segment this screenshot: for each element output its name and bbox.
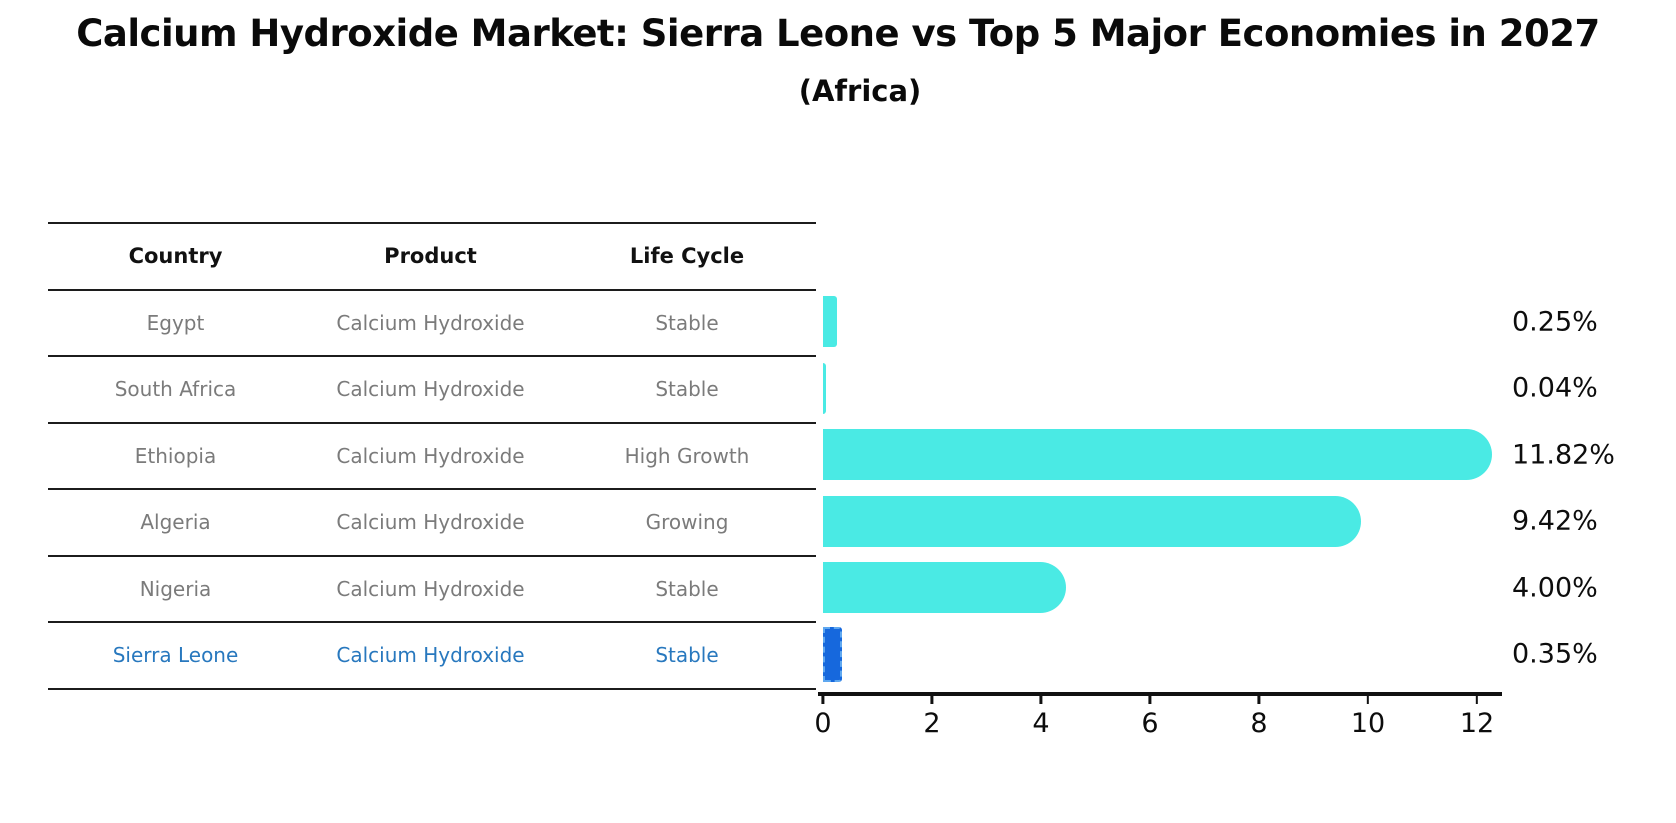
cell-product: Calcium Hydroxide	[336, 310, 525, 335]
column-header-country: Country	[128, 244, 223, 269]
table-row: South Africa Calcium Hydroxide Stable	[48, 356, 816, 423]
table-row-sierra-leone: Sierra Leone Calcium Hydroxide Stable	[48, 622, 816, 689]
bar-row-algeria	[823, 495, 1362, 547]
tick-mark	[930, 695, 934, 704]
bar-row-sierra-leone	[823, 626, 843, 682]
table-row: Ethiopia Calcium Hydroxide High Growth	[48, 422, 816, 490]
tick-mark	[1475, 695, 1479, 704]
tick-label: 10	[1350, 708, 1386, 739]
table-row: Egypt Calcium Hydroxide Stable	[48, 289, 816, 357]
cell-life-cycle: Stable	[655, 576, 719, 601]
cell-life-cycle: High Growth	[624, 443, 750, 468]
tick-mark	[1039, 695, 1043, 704]
cell-product: Calcium Hydroxide	[336, 576, 525, 601]
bar-row-egypt	[823, 296, 837, 348]
cell-product: Calcium Hydroxide	[336, 510, 525, 535]
bar-ethiopia	[823, 429, 1493, 481]
x-axis-tick: 2	[923, 695, 941, 739]
x-axis-tick: 8	[1250, 695, 1268, 739]
table-header-row: Country Product Life Cycle	[48, 223, 816, 290]
value-label: 0.25%	[1512, 306, 1598, 338]
value-label: 0.04%	[1512, 372, 1598, 404]
tick-label: 2	[923, 708, 941, 739]
x-axis-tick: 4	[1032, 695, 1050, 739]
tick-label: 0	[814, 708, 832, 739]
cell-country: Egypt	[146, 310, 205, 335]
cell-life-cycle: Growing	[645, 510, 729, 535]
x-axis-tick: 12	[1460, 695, 1494, 739]
x-axis-tick: 10	[1351, 695, 1385, 739]
chart-title: Calcium Hydroxide Market: Sierra Leone v…	[76, 12, 1600, 55]
value-label: 0.35%	[1512, 638, 1598, 670]
x-axis-tick: 6	[1141, 695, 1159, 739]
cell-life-cycle: Stable	[655, 310, 719, 335]
column-header-life-cycle: Life Cycle	[629, 244, 745, 269]
cell-country: Sierra Leone	[112, 643, 239, 668]
bar-algeria	[823, 495, 1362, 547]
cell-product: Calcium Hydroxide	[336, 643, 525, 668]
cell-product: Calcium Hydroxide	[336, 377, 525, 402]
bar-row-south-africa	[823, 362, 826, 414]
cell-life-cycle: Stable	[655, 377, 719, 402]
x-axis-spine	[818, 692, 1502, 696]
tick-label: 12	[1459, 708, 1495, 739]
value-label: 9.42%	[1512, 505, 1598, 537]
comparison-table: Country Product Life Cycle Egypt Calcium…	[48, 222, 816, 690]
tick-mark	[1257, 695, 1261, 704]
cell-country: Ethiopia	[134, 443, 217, 468]
column-header-product: Product	[384, 244, 477, 269]
cell-country: South Africa	[114, 377, 237, 402]
cell-country: Algeria	[140, 510, 211, 535]
cell-country: Nigeria	[139, 576, 212, 601]
value-label: 4.00%	[1512, 572, 1598, 604]
bar-egypt	[823, 296, 837, 348]
tick-label: 4	[1032, 708, 1050, 739]
cell-product: Calcium Hydroxide	[336, 443, 525, 468]
x-axis-tick: 0	[814, 695, 832, 739]
tick-label: 6	[1141, 708, 1159, 739]
tick-mark	[1366, 695, 1370, 704]
cell-life-cycle: Stable	[655, 643, 719, 668]
value-label: 11.82%	[1512, 439, 1615, 471]
bar-sierra-leone	[823, 626, 843, 682]
bar-row-nigeria	[823, 562, 1066, 614]
table-row: Nigeria Calcium Hydroxide Stable	[48, 555, 816, 623]
tick-mark	[1148, 695, 1152, 704]
tick-mark	[821, 695, 825, 704]
bar-south-africa	[823, 362, 826, 414]
table-row: Algeria Calcium Hydroxide Growing	[48, 489, 816, 556]
bar-row-ethiopia	[823, 429, 1493, 481]
bar-nigeria	[823, 562, 1066, 614]
tick-label: 8	[1250, 708, 1268, 739]
chart-subtitle: (Africa)	[798, 74, 922, 108]
